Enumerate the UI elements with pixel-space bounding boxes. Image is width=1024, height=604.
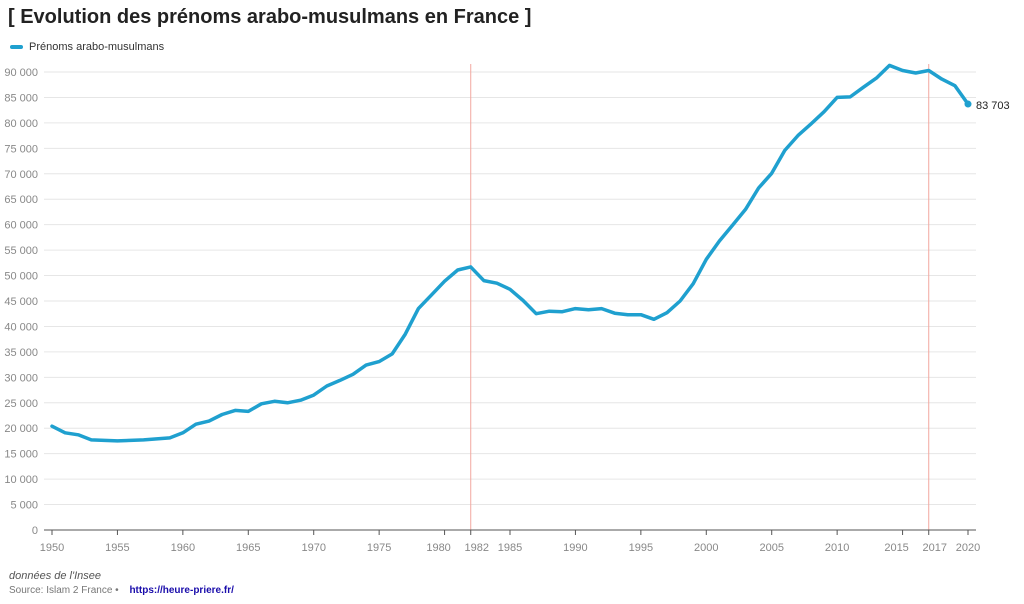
y-tick-label: 30 000 [4, 372, 38, 384]
x-tick-label: 2010 [825, 542, 849, 554]
x-tick-label: 2015 [884, 542, 908, 554]
y-tick-label: 50 000 [4, 271, 38, 283]
y-tick-label: 40 000 [4, 321, 38, 333]
y-axis-ticks: 0 5 000 10 000 15 000 20 000 25 000 30 000 35 0… [4, 67, 38, 537]
y-tick-label: 5 000 [10, 500, 38, 512]
x-tick-label: 2020 [956, 542, 980, 554]
y-tick-label: 15 000 [4, 449, 38, 461]
source-link[interactable]: https://heure-priere.fr/ [129, 585, 234, 596]
x-tick-label: 1955 [105, 542, 129, 554]
y-tick-label: 20 000 [4, 423, 38, 435]
y-tick-label: 85 000 [4, 92, 38, 104]
reference-lines [470, 64, 930, 530]
gridlines [44, 71, 976, 506]
end-point [964, 100, 972, 108]
end-value-label: 83 703 [976, 100, 1010, 112]
x-tick-label: 2005 [759, 542, 783, 554]
legend: Prénoms arabo-musulmans [10, 41, 164, 53]
series-line [50, 63, 970, 443]
x-tick-label: 1982 [465, 542, 489, 554]
x-tick-label: 1980 [426, 542, 450, 554]
y-tick-label: 0 [32, 525, 38, 537]
x-tick-label: 2017 [923, 542, 947, 554]
x-tick-label: 1950 [40, 542, 64, 554]
y-tick-label: 45 000 [4, 296, 38, 308]
y-tick-label: 55 000 [4, 245, 38, 257]
legend-swatch [10, 45, 23, 49]
x-tick-label: 2000 [694, 542, 718, 554]
y-tick-label: 65 000 [4, 194, 38, 206]
legend-label: Prénoms arabo-musulmans [29, 41, 165, 53]
y-tick-label: 25 000 [4, 398, 38, 410]
x-axis-ticks: 1950 1955 1960 1965 1970 1975 1980 1982 1985 1990… [40, 530, 980, 554]
x-tick-label: 1965 [236, 542, 260, 554]
chart-title: [ Evolution des prénoms arabo-musulmans … [8, 6, 532, 28]
x-tick-label: 1970 [301, 542, 325, 554]
y-tick-label: 70 000 [4, 169, 38, 181]
data-note: données de l'Insee [9, 570, 102, 582]
x-tick-label: 1960 [171, 542, 195, 554]
y-tick-label: 60 000 [4, 220, 38, 232]
line-chart: 0 5 000 10 000 15 000 20 000 25 000 30 000 35 0… [4, 63, 1010, 554]
y-tick-label: 90 000 [4, 67, 38, 79]
series-group: 83 703 [50, 63, 1010, 443]
source-line: Source: Islam 2 France • https://heure-p… [9, 585, 234, 596]
y-tick-label: 10 000 [4, 474, 38, 486]
y-tick-label: 35 000 [4, 347, 38, 359]
x-tick-label: 1995 [629, 542, 653, 554]
source-text: Source: Islam 2 France • [9, 585, 119, 596]
y-tick-label: 75 000 [4, 143, 38, 155]
x-tick-label: 1985 [498, 542, 522, 554]
x-tick-label: 1990 [563, 542, 587, 554]
x-tick-label: 1975 [367, 542, 391, 554]
y-tick-label: 80 000 [4, 118, 38, 130]
